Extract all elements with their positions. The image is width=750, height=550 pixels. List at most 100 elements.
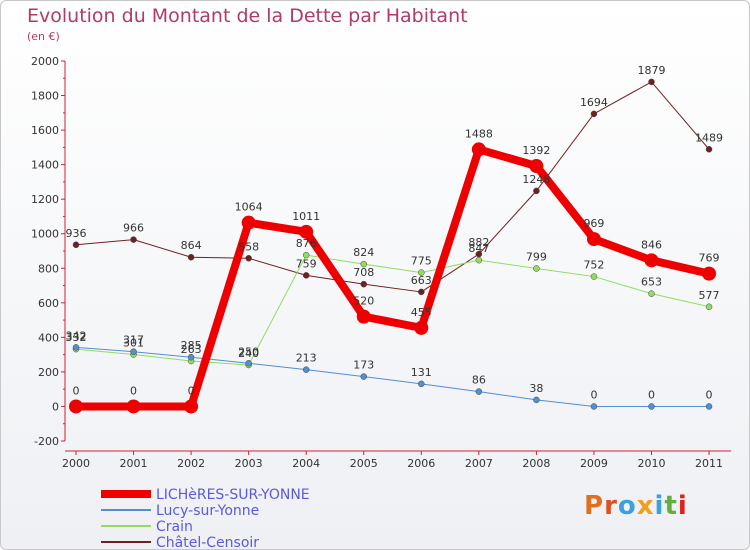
logo-letter: P xyxy=(584,491,605,521)
x-tick-label: 2001 xyxy=(120,457,148,470)
data-label: 799 xyxy=(526,250,547,263)
data-label: 0 xyxy=(130,384,137,397)
data-point xyxy=(533,396,540,404)
data-point xyxy=(245,360,252,367)
x-tick-label: 2006 xyxy=(407,457,435,470)
data-point xyxy=(475,388,483,395)
data-point xyxy=(360,373,367,380)
data-point xyxy=(418,288,425,296)
series-1 xyxy=(72,344,713,410)
series-0 xyxy=(69,142,717,414)
data-point xyxy=(414,320,429,335)
legend-label: LICHèRES-SUR-YONNE xyxy=(156,487,310,503)
x-tick-label: 2002 xyxy=(177,457,205,470)
data-label: 663 xyxy=(411,274,432,287)
data-label: 858 xyxy=(238,240,259,253)
data-label: 0 xyxy=(706,388,713,401)
data-point xyxy=(302,251,310,259)
data-point xyxy=(187,353,195,361)
y-tick-label: 1800 xyxy=(31,90,59,103)
data-point xyxy=(418,380,425,388)
data-point xyxy=(648,290,655,297)
data-label: 240 xyxy=(238,347,259,360)
data-point xyxy=(471,142,486,157)
x-tick-label: 2009 xyxy=(580,457,608,470)
data-label: 864 xyxy=(181,239,202,252)
legend-label: Châtel-Censoir xyxy=(156,535,259,550)
series-line xyxy=(76,145,710,411)
data-point xyxy=(360,280,367,288)
data-point xyxy=(590,273,598,280)
series-2 xyxy=(72,251,713,369)
data-label: 317 xyxy=(123,334,144,347)
data-label: 846 xyxy=(641,238,662,251)
data-point xyxy=(644,253,659,268)
y-tick-label: 400 xyxy=(38,331,59,344)
data-point xyxy=(130,348,137,355)
data-point xyxy=(245,255,252,262)
data-label: 455 xyxy=(411,306,432,319)
data-point xyxy=(590,403,598,410)
data-label: 0 xyxy=(648,388,655,401)
data-point xyxy=(69,399,83,414)
x-tick-label: 2011 xyxy=(695,457,723,470)
data-point xyxy=(705,146,713,153)
data-point xyxy=(533,265,540,272)
legend-label: Crain xyxy=(156,519,193,535)
data-point xyxy=(590,110,598,118)
data-point xyxy=(302,272,310,279)
data-point xyxy=(529,159,544,174)
data-label: 966 xyxy=(123,222,144,235)
data-point xyxy=(360,260,367,268)
series-3 xyxy=(72,78,713,296)
data-label: 847 xyxy=(468,242,489,255)
logo-letter: x xyxy=(636,491,655,521)
data-point xyxy=(356,309,371,324)
y-tick-label: 1200 xyxy=(31,193,59,206)
data-label: 1879 xyxy=(638,64,666,77)
data-label: 131 xyxy=(411,366,432,379)
y-tick-label: 1400 xyxy=(31,159,59,172)
data-label: 38 xyxy=(529,382,543,395)
data-label: 653 xyxy=(641,276,662,289)
data-label: 708 xyxy=(353,266,374,279)
data-label: 759 xyxy=(296,257,317,270)
data-label: 0 xyxy=(73,384,80,397)
data-label: 86 xyxy=(472,374,486,387)
data-point xyxy=(586,232,601,247)
data-label: 0 xyxy=(590,388,597,401)
series-line xyxy=(75,254,710,366)
legend-label: Lucy-sur-Yonne xyxy=(156,503,259,519)
data-point xyxy=(126,399,141,414)
data-label: 769 xyxy=(699,252,720,265)
data-label: 1489 xyxy=(695,131,723,144)
y-tick-label: 800 xyxy=(38,262,59,275)
x-tick-label: 2008 xyxy=(522,457,550,470)
data-point xyxy=(705,303,713,311)
data-label: 1064 xyxy=(235,201,263,214)
data-point xyxy=(648,403,655,410)
x-tick-label: 2007 xyxy=(465,457,493,470)
data-label: 0 xyxy=(188,384,195,397)
series-line xyxy=(75,346,710,407)
data-label: 285 xyxy=(181,339,202,352)
data-label: 173 xyxy=(353,359,374,372)
data-label: 520 xyxy=(353,295,374,308)
x-tick-label: 2004 xyxy=(292,457,320,470)
data-label: 1011 xyxy=(292,210,320,223)
data-point xyxy=(187,253,195,261)
chart-subtitle: (en €) xyxy=(27,30,60,43)
data-label: 301 xyxy=(123,336,144,349)
chart-title: Evolution du Montant de la Dette par Hab… xyxy=(27,5,468,27)
logo-letter: i xyxy=(654,491,665,521)
x-tick-label: 2003 xyxy=(235,457,263,470)
data-label: 876 xyxy=(296,237,317,250)
y-tick-label: -200 xyxy=(34,435,59,448)
data-label: 775 xyxy=(411,255,432,268)
y-tick-label: 1600 xyxy=(31,124,59,137)
y-tick-label: 0 xyxy=(52,400,59,413)
data-label: 936 xyxy=(66,227,87,240)
data-point xyxy=(418,269,425,276)
